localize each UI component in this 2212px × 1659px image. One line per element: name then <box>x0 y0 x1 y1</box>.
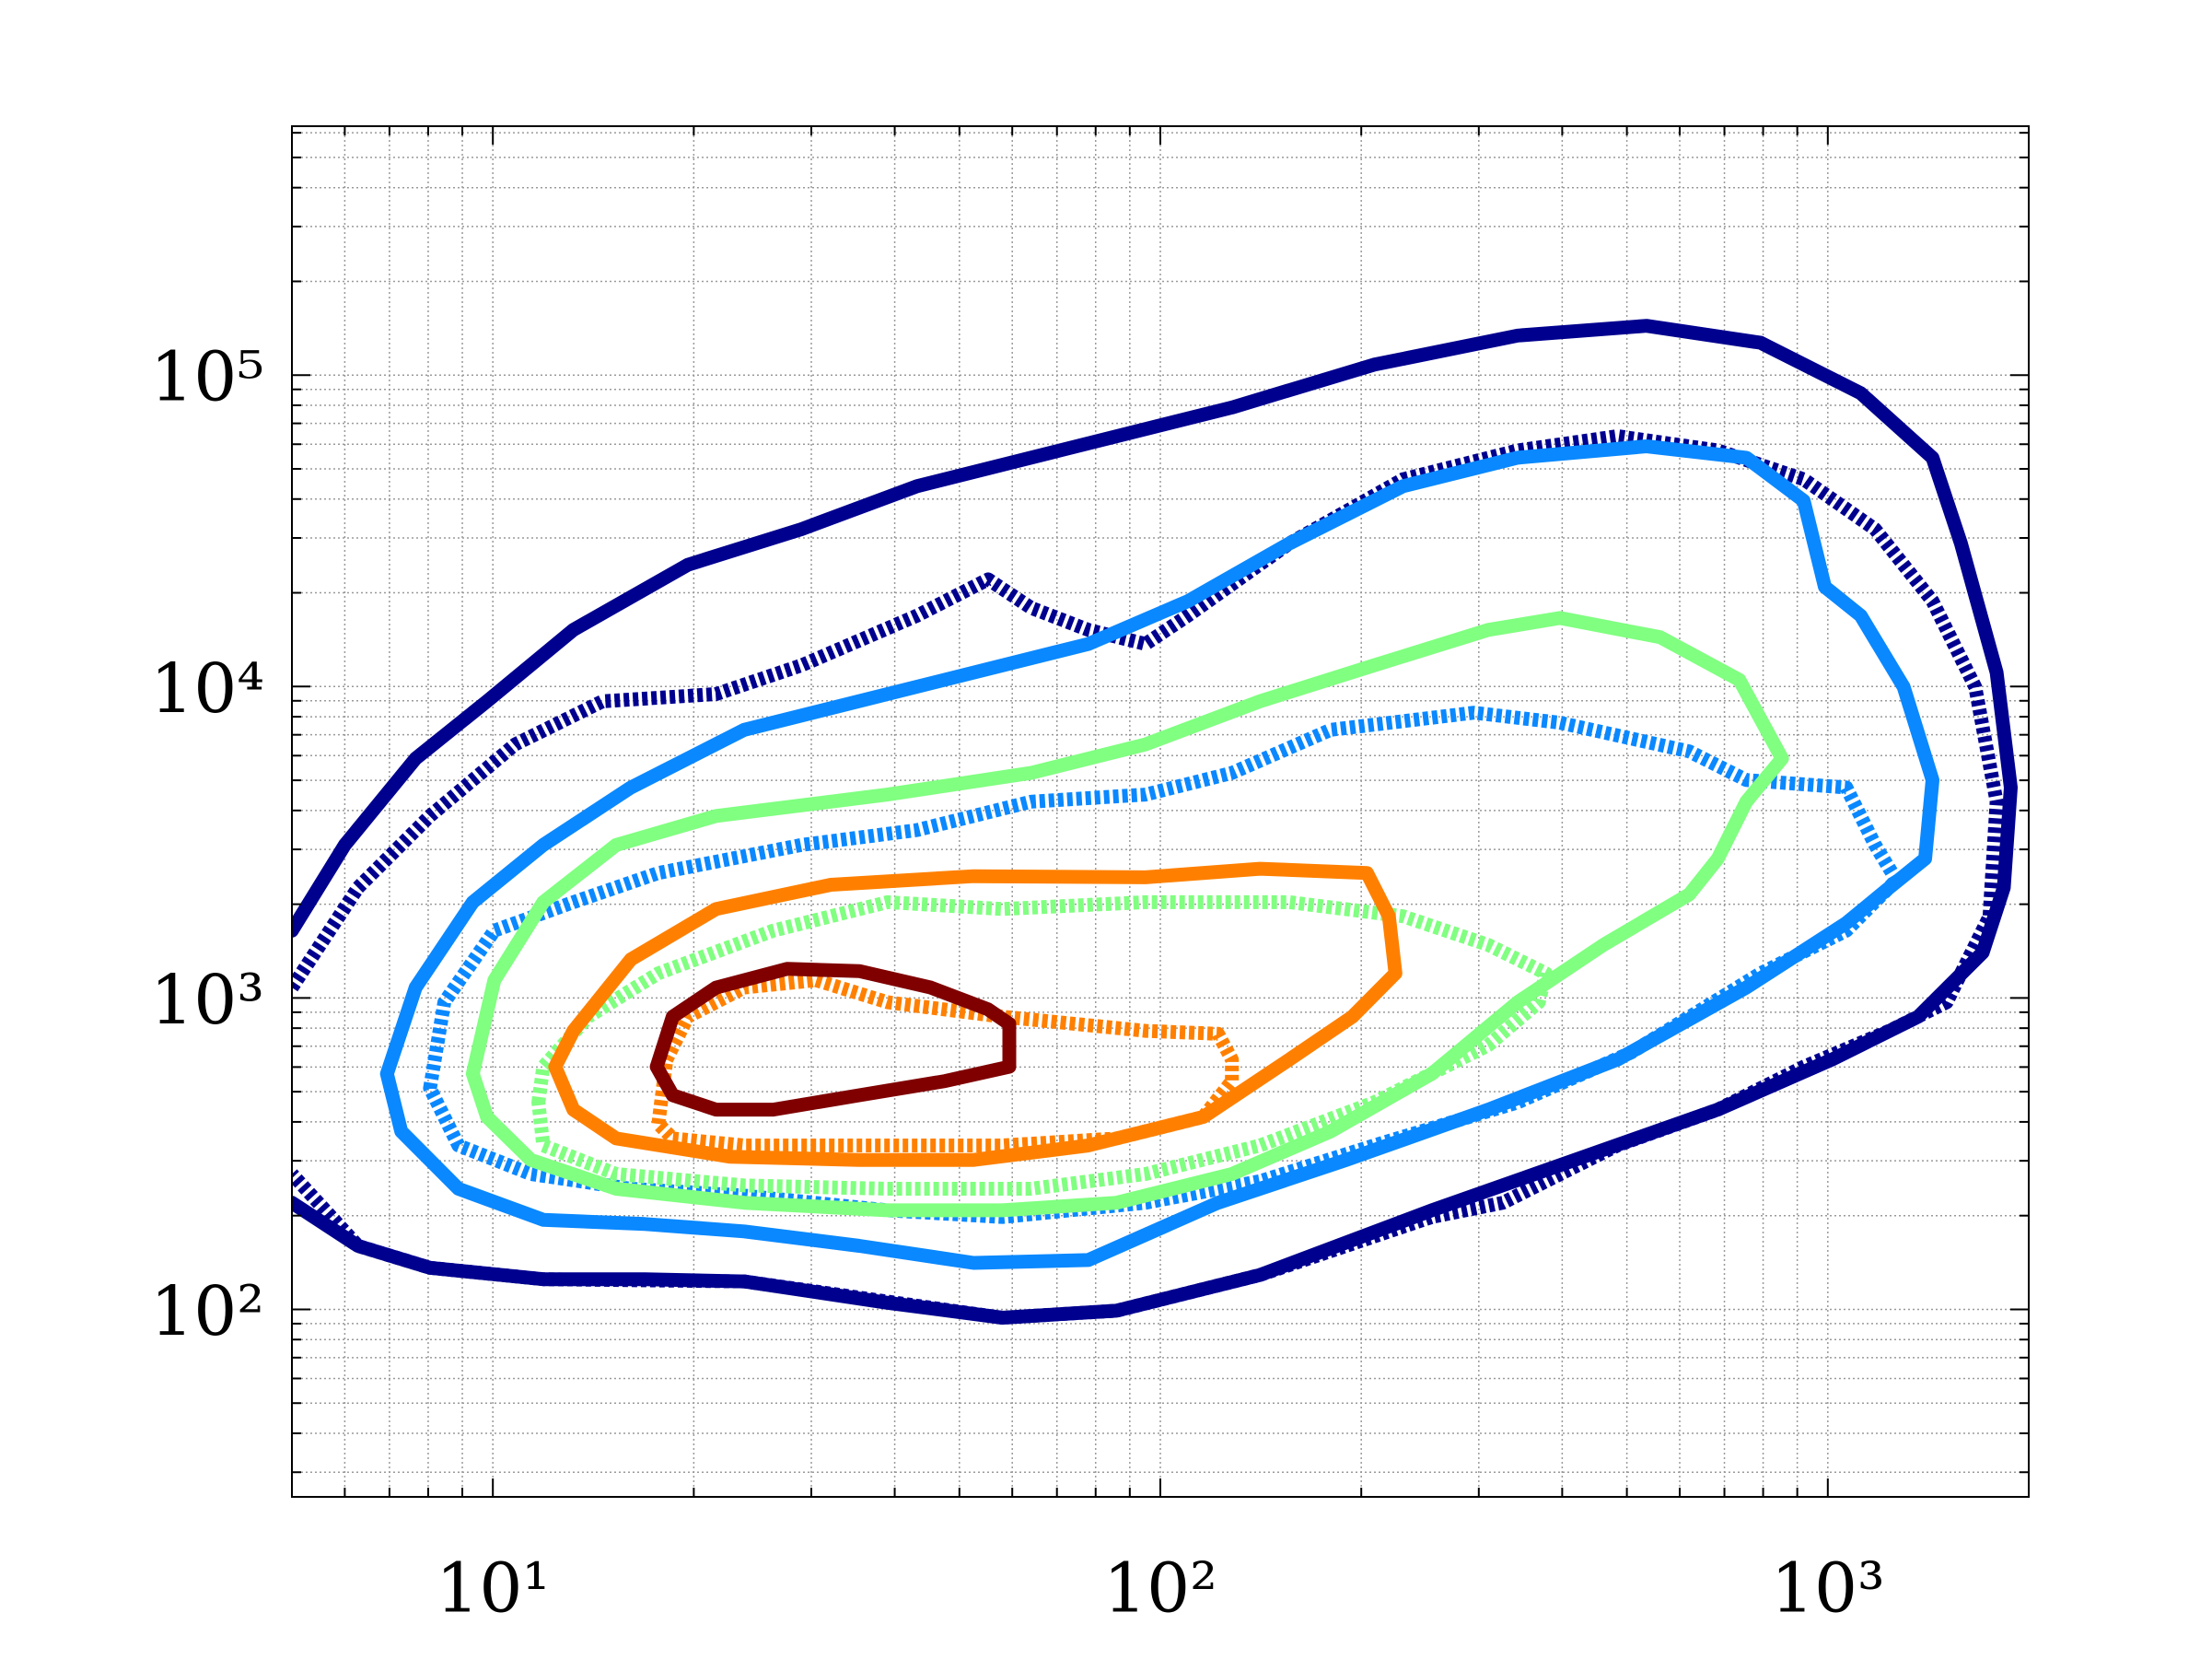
y-tick-label: 10⁴ <box>150 649 264 729</box>
x-tick-label: 10¹ <box>436 1548 550 1628</box>
ticks: 10¹ 10² 10³ 10² 10³ 10⁴ 10⁵ <box>150 126 2029 1628</box>
x-tick-label: 10² <box>1103 1548 1217 1628</box>
contour-line <box>292 429 2004 1325</box>
contour-line <box>379 439 1939 1270</box>
y-tick-label: 10² <box>150 1272 264 1351</box>
x-tick-label: 10³ <box>1771 1548 1885 1628</box>
contour-line <box>465 611 1789 1218</box>
y-tick-label: 10⁵ <box>150 338 264 417</box>
contour-line <box>651 973 1240 1152</box>
y-tick-label: 10³ <box>150 961 264 1040</box>
contour-line <box>649 962 1017 1117</box>
contours <box>292 319 2018 1325</box>
plot-frame <box>291 125 2030 1498</box>
contour-line <box>548 861 1403 1167</box>
contour-line <box>531 894 1554 1196</box>
